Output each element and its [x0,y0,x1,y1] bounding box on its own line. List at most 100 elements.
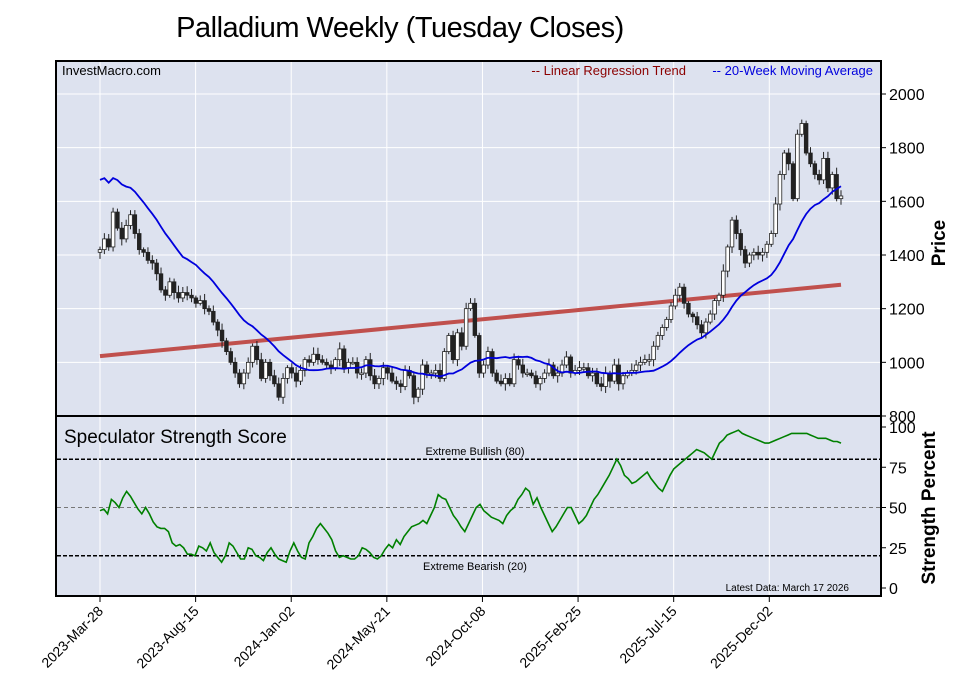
candle-body [551,364,556,377]
candle-body [468,302,473,310]
candle-body [747,254,752,264]
candle-body [394,380,399,385]
candle-body [106,238,111,248]
candle-body [590,372,595,377]
candle-body [817,174,822,181]
candle-body [472,302,478,336]
candle-body [154,262,159,275]
x-tick-label: 2025-Jul-15 [616,603,680,667]
candle-body [119,227,124,240]
candle-body [102,238,107,251]
candle-body [180,292,186,299]
candle-body [555,372,560,377]
candle-body [328,364,334,369]
price-tick-label: 1600 [889,194,925,211]
candle-body [97,249,103,253]
candle-body [254,345,260,361]
x-tick-label: 2024-May-21 [323,603,393,673]
candle-body [538,378,543,385]
candle-body [712,300,717,315]
candle-body [415,388,421,398]
candle-body [655,335,661,347]
strength-panel [55,415,882,597]
candle-body [289,367,294,374]
strength-line [99,429,842,564]
candle-body [577,367,582,371]
candle-body [302,359,308,371]
candle-body [564,356,569,366]
candle-body [721,270,726,296]
candle-body [642,359,648,363]
candle-body [690,313,695,318]
candle-body [202,300,207,310]
candle-body [315,353,321,361]
moving-average-line [99,177,842,378]
candle-body [708,313,713,323]
candle-body [664,318,669,328]
candle-body [511,359,517,385]
candle-body [686,302,691,315]
candle-body [834,174,839,200]
legend-regression: -- Linear Regression Trend [531,63,686,78]
candle-body [764,243,770,253]
reference-label: Extreme Bearish (20) [423,561,527,573]
candle-body [533,375,539,385]
candle-body [241,372,247,385]
candle-body [503,378,508,385]
strength-tick-label: 25 [889,541,907,558]
candle-body [128,214,133,226]
strength-subtitle: Speculator Strength Score [64,427,287,448]
candle-body [350,361,356,365]
candle-body [507,378,512,385]
candle-body [311,353,316,363]
candle-body [320,359,325,363]
candle-body [651,345,656,361]
candle-body [594,372,600,385]
candle-body [808,152,813,165]
candle-body [389,372,395,382]
candle-body [542,372,547,379]
price-tick-label: 2000 [889,87,925,104]
candle-body [215,321,220,331]
candle-body [516,359,521,366]
x-tick-label: 2025-Feb-25 [516,603,584,671]
candle-body [250,345,255,363]
candle-body [346,361,351,369]
candle-body [206,308,212,312]
price-tick-label: 1400 [889,248,925,265]
candle-body [660,327,665,336]
candle-body [324,361,329,366]
candle-body [481,364,486,374]
candle-body [803,123,809,154]
candle-body [529,372,534,377]
candle-body [799,123,804,135]
legend-moving-average: -- 20-Week Moving Average [712,63,873,78]
candle-body [494,372,499,382]
candle-body [293,372,299,382]
candle-body [267,361,273,377]
candle-body [751,251,757,256]
candle-body [647,359,652,362]
candle-body [123,225,129,240]
candle-body [341,348,347,369]
candle-body [773,203,778,234]
candle-body [699,324,704,334]
candle-body [193,297,199,304]
strength-tick-label: 75 [889,460,907,477]
candle-body [782,152,787,175]
candle-body [638,361,643,366]
source-label: InvestMacro.com [62,63,161,78]
candle-body [437,369,443,379]
x-tick-label: 2024-Jan-02 [230,603,297,670]
candle-body [830,174,835,189]
candle-body [245,361,251,374]
candle-body [272,375,277,385]
candle-body [150,259,155,264]
x-tick-label: 2025-Dec-02 [707,603,776,672]
candle-body [307,359,312,363]
candle-body [411,375,417,398]
candle-body [738,233,743,251]
candle-body [385,367,390,374]
reference-label: Extreme Bullish (80) [425,446,524,458]
